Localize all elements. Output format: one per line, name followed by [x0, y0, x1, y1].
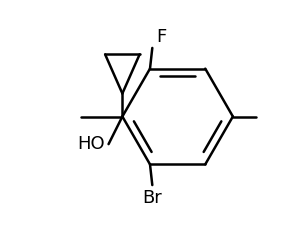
Text: HO: HO — [77, 135, 105, 153]
Text: F: F — [156, 28, 166, 46]
Text: Br: Br — [142, 188, 162, 206]
